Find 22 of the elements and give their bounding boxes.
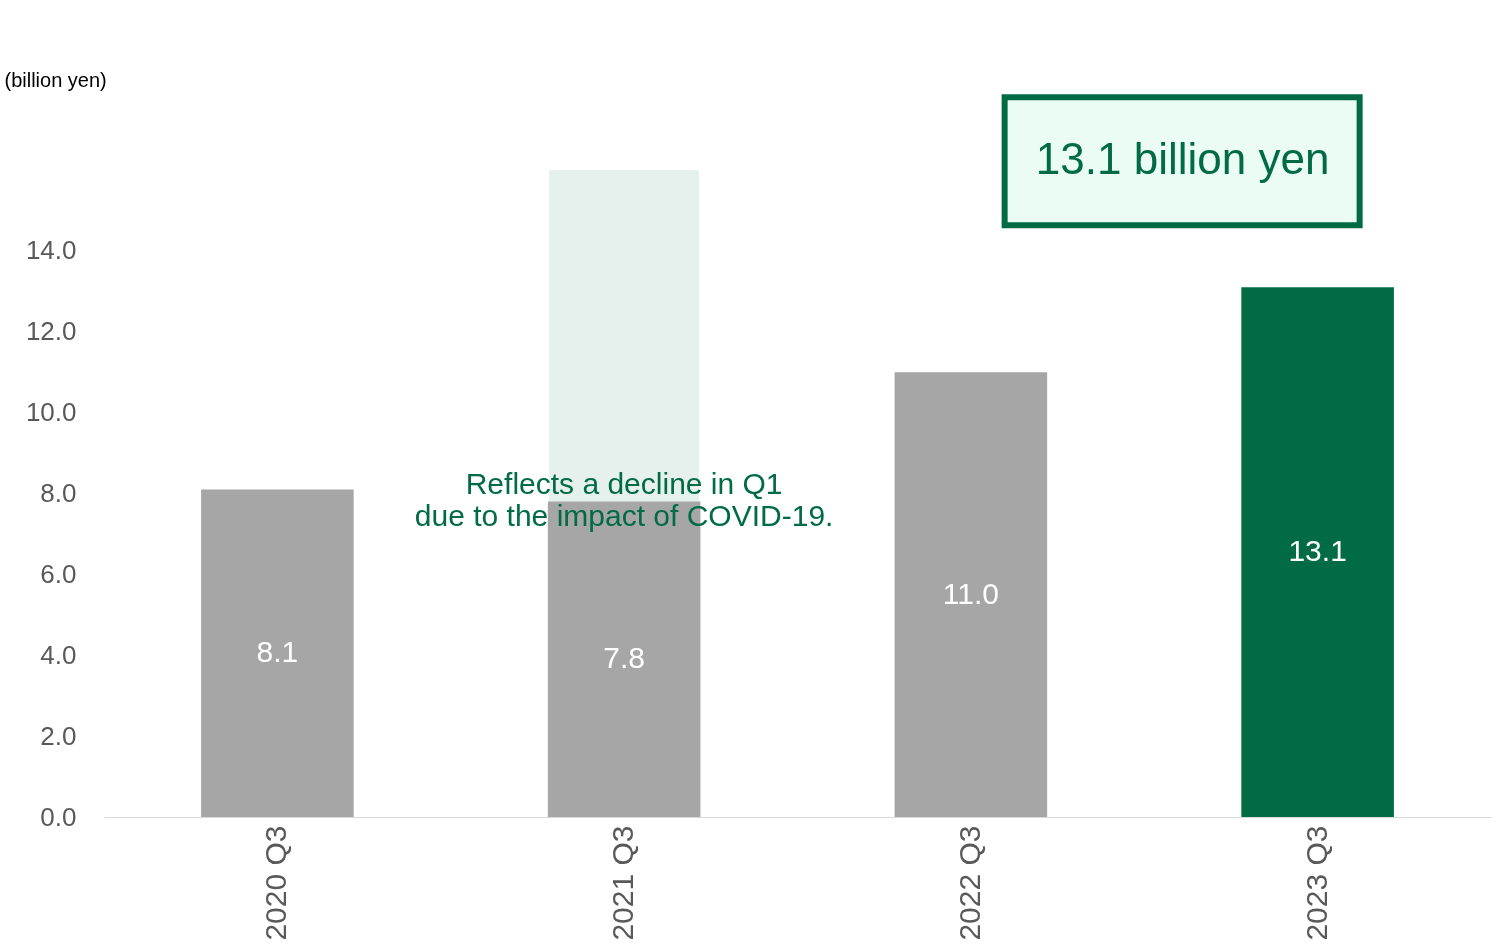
x-tick-label: 2020 Q3 [259,825,293,941]
data-label: 13.1 [1288,534,1347,568]
data-label: 7.8 [603,641,645,675]
data-label: 11.0 [942,576,999,610]
y-tick-label: 14.0 [25,235,77,266]
y-tick-label: 4.0 [40,639,77,670]
y-axis-title: (billion yen) [4,68,107,91]
band-label: Reflects a decline in Q1 due to the impact of COVID-19. [414,466,834,532]
x-tick-label: 2022 Q3 [952,825,986,941]
bar [1241,287,1394,817]
y-tick-label: 2.0 [40,720,77,751]
y-tick-label: 6.0 [40,558,77,589]
data-label: 8.1 [256,635,299,669]
y-tick-label: 10.0 [25,397,77,428]
y-tick-label: 8.0 [40,478,77,508]
x-tick-label: 2021 Q3 [606,825,640,941]
y-tick-label: 12.0 [25,316,77,347]
annotation: 13.1 billion yen [1035,134,1330,184]
x-tick-label: 2023 Q3 [1299,825,1333,941]
bar [201,489,354,817]
bar [894,372,1048,817]
y-tick-label: 0.0 [40,801,77,832]
